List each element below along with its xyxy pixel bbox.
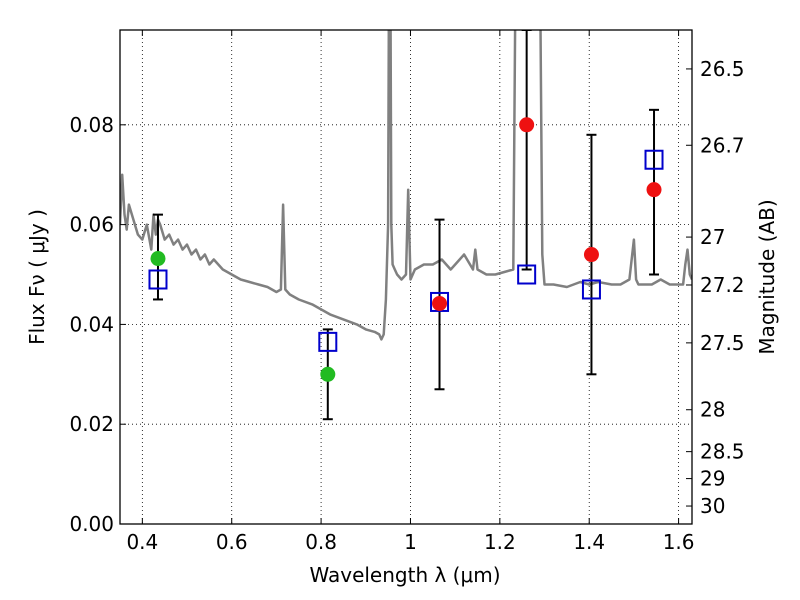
plot-frame	[119, 29, 693, 525]
y2-tick-label: 27.2	[700, 273, 745, 297]
y2-tick-label: 28.5	[700, 440, 745, 464]
model-flux-box	[581, 279, 601, 300]
right-y-axis-label: Magnitude (AB)	[755, 199, 779, 354]
y-tick-label: 0.04	[69, 312, 114, 336]
red-flux-point	[519, 117, 535, 133]
y-tick-label: 0.06	[69, 213, 114, 237]
plot-area	[120, 30, 692, 421]
red-flux-point	[646, 182, 662, 198]
model-flux-box	[148, 269, 168, 290]
x-tick-label: 1.2	[484, 530, 516, 554]
y-tick-label: 0.08	[69, 113, 114, 137]
green-flux-point	[150, 251, 166, 267]
y-axis-label: Flux Fν ( μJy )	[25, 209, 49, 345]
y2-tick-label: 27	[700, 225, 725, 249]
x-tick-label: 0.6	[216, 530, 248, 554]
y2-tick-label: 29	[700, 467, 725, 491]
red-flux-point	[432, 295, 448, 311]
x-axis-label: Wavelength λ (μm)	[309, 563, 500, 587]
x-tick-label: 1	[404, 530, 417, 554]
x-tick-label: 0.4	[126, 530, 158, 554]
y2-tick-label: 26.5	[700, 57, 745, 81]
model-flux-box	[318, 331, 338, 352]
axes: 0.4 0.6 0.8 1 1.2 1.4 1.6 0.00 0.02 0.04 0.06 0.08 2…	[69, 29, 745, 554]
x-tick-label: 1.6	[663, 530, 695, 554]
green-flux-point	[320, 366, 336, 382]
y-tick-label: 0.02	[69, 412, 114, 436]
y2-tick-label: 26.7	[700, 133, 745, 157]
red-flux-point	[583, 247, 599, 263]
x-tick-label: 1.4	[573, 530, 605, 554]
y2-tick-label: 30	[700, 494, 725, 518]
y-tick-label: 0.00	[69, 512, 114, 536]
model-flux-box	[517, 264, 537, 285]
y2-tick-label: 27.5	[700, 331, 745, 355]
y2-tick-label: 28	[700, 398, 725, 422]
spectrum-line	[120, 30, 692, 341]
model-flux-box	[430, 291, 450, 312]
model-flux-box	[644, 149, 664, 170]
x-tick-label: 0.8	[305, 530, 337, 554]
